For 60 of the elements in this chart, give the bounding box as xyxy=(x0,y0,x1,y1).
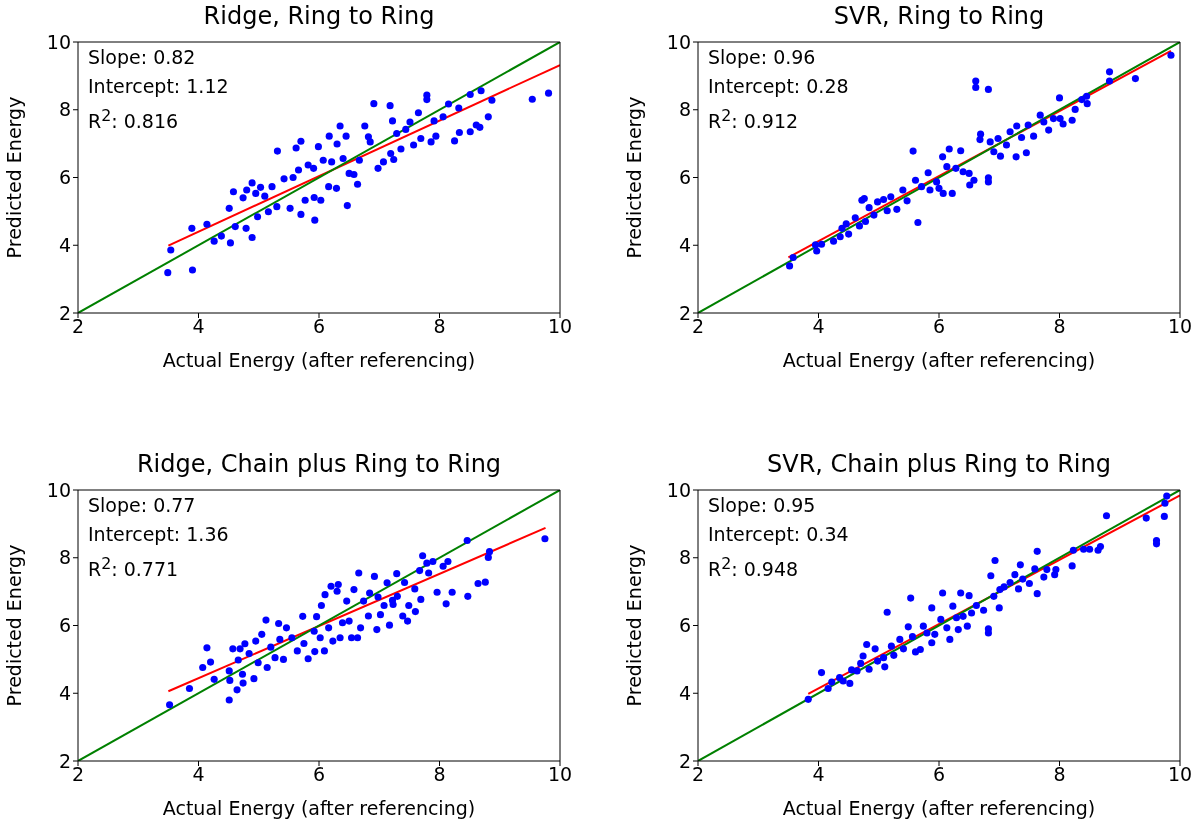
annotation: R$^{2}$: 0.771 xyxy=(88,553,180,583)
y-tick-label: 4 xyxy=(678,233,691,256)
x-tick-label: 4 xyxy=(192,315,205,338)
x-tick-label: 8 xyxy=(433,763,446,786)
chart-title: Ridge, Chain plus Ring to Ring xyxy=(135,450,503,478)
y-axis-title: Predicted Energy xyxy=(2,544,25,707)
annotation: Slope: 0.82 xyxy=(88,45,197,70)
y-tick-label: 6 xyxy=(678,614,691,637)
x-tick-label: 6 xyxy=(312,315,326,338)
y-tick-label: 8 xyxy=(678,546,691,569)
y-axis-title: Predicted Energy xyxy=(622,96,645,259)
x-axis-title: Actual Energy (after referencing) xyxy=(782,797,1096,819)
x-axis-title: Actual Energy (after referencing) xyxy=(162,797,476,819)
x-tick-label: 8 xyxy=(1053,315,1066,338)
y-tick-label: 4 xyxy=(678,681,691,704)
y-tick-label: 2 xyxy=(678,749,691,772)
y-tick-label: 8 xyxy=(58,546,71,569)
y-tick-label: 4 xyxy=(58,233,71,256)
annotation: Intercept: 1.36 xyxy=(88,522,229,547)
y-axis-title: Predicted Energy xyxy=(622,544,645,707)
y-tick-label: 2 xyxy=(58,749,71,772)
chart-title: SVR, Chain plus Ring to Ring xyxy=(766,450,1112,478)
y-tick-label: 6 xyxy=(58,614,71,637)
annotation: Intercept: 1.12 xyxy=(88,74,229,99)
x-tick-label: 10 xyxy=(1167,763,1193,786)
x-axis-title: Actual Energy (after referencing) xyxy=(782,349,1096,371)
x-tick-label: 10 xyxy=(1167,315,1193,338)
y-tick-label: 8 xyxy=(678,98,691,121)
annotation: Intercept: 0.34 xyxy=(708,522,849,547)
x-tick-label: 6 xyxy=(932,315,946,338)
y-tick-label: 10 xyxy=(46,30,71,53)
x-tick-label: 4 xyxy=(812,315,825,338)
annotation: R$^{2}$: 0.948 xyxy=(708,553,800,583)
annotation: Slope: 0.77 xyxy=(88,493,197,518)
y-tick-label: 4 xyxy=(58,681,71,704)
x-tick-label: 8 xyxy=(433,315,446,338)
y-tick-label: 10 xyxy=(46,478,71,501)
x-tick-label: 6 xyxy=(932,763,946,786)
chart-title: SVR, Ring to Ring xyxy=(832,2,1046,30)
x-tick-label: 10 xyxy=(547,315,573,338)
y-tick-label: 10 xyxy=(666,30,691,53)
x-tick-label: 4 xyxy=(812,763,825,786)
x-axis-title: Actual Energy (after referencing) xyxy=(162,349,476,371)
annotation: Intercept: 0.28 xyxy=(708,74,849,99)
x-tick-label: 6 xyxy=(312,763,326,786)
y-tick-label: 6 xyxy=(58,166,71,189)
y-tick-label: 2 xyxy=(58,301,71,324)
x-tick-label: 8 xyxy=(1053,763,1066,786)
y-axis-title: Predicted Energy xyxy=(2,96,25,259)
y-tick-label: 6 xyxy=(678,166,691,189)
x-tick-label: 10 xyxy=(547,763,573,786)
x-tick-label: 4 xyxy=(192,763,205,786)
annotation: Slope: 0.96 xyxy=(708,45,817,70)
y-tick-label: 8 xyxy=(58,98,71,121)
chart-title: Ridge, Ring to Ring xyxy=(202,2,436,30)
y-tick-label: 10 xyxy=(666,478,691,501)
annotation: R$^{2}$: 0.816 xyxy=(88,105,180,135)
y-tick-label: 2 xyxy=(678,301,691,324)
annotation: Slope: 0.95 xyxy=(708,493,817,518)
annotation: R$^{2}$: 0.912 xyxy=(708,105,800,135)
